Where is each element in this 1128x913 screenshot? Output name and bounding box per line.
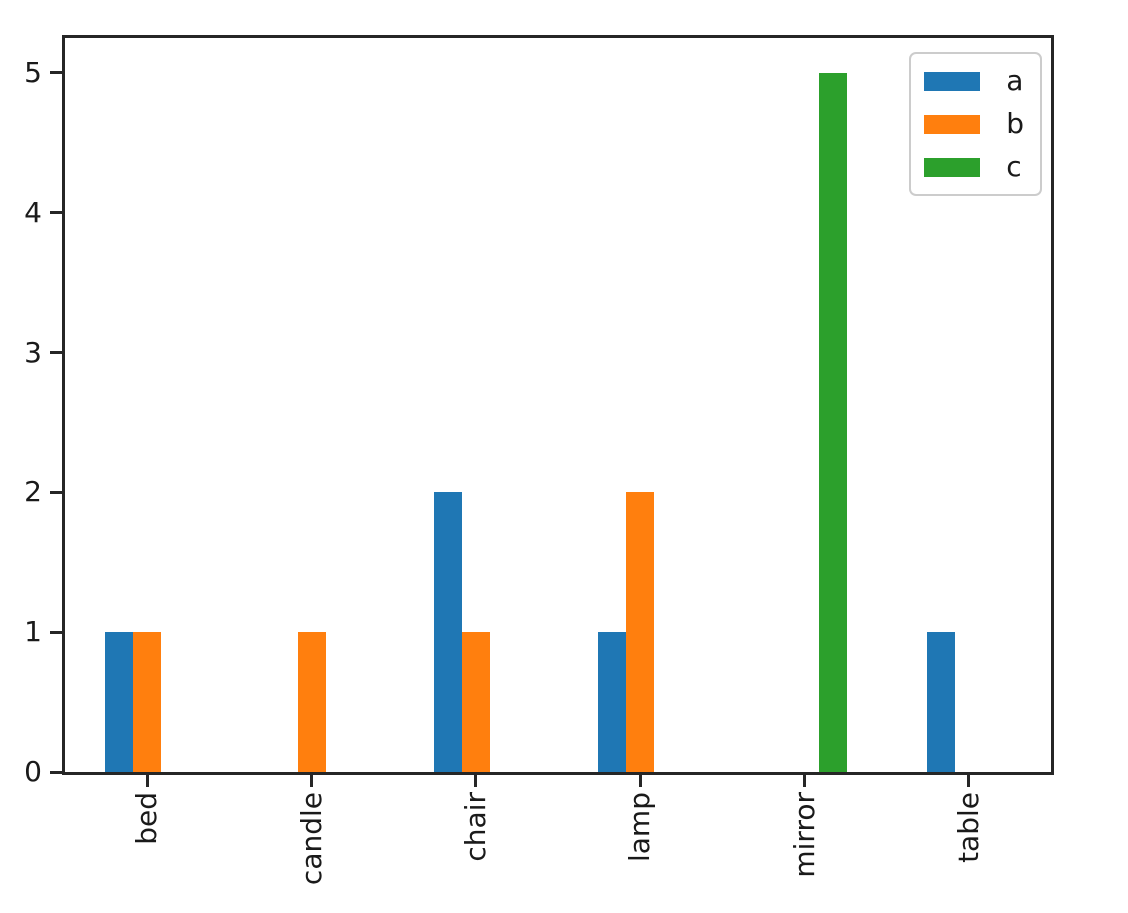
legend-swatch-icon: [924, 114, 981, 134]
legend-label: a: [1006, 64, 1024, 97]
x-tick-label-mirror: mirror: [787, 792, 821, 878]
x-tick-label-lamp: lamp: [623, 792, 657, 862]
legend-item-c: c: [924, 152, 1024, 182]
bar-a-table: [926, 632, 955, 772]
x-tick-label-chair: chair: [458, 792, 492, 862]
x-tick-mark: [474, 775, 478, 787]
bar-b-bed: [133, 632, 162, 772]
legend-item-b: b: [924, 109, 1024, 139]
bar-a-bed: [105, 632, 134, 772]
y-tick-label: 3: [24, 335, 42, 369]
x-tick-label-table: table: [951, 792, 985, 863]
y-tick-label: 0: [24, 755, 42, 788]
y-tick-mark: [50, 630, 62, 634]
y-tick-mark: [50, 490, 62, 494]
bar-b-chair: [461, 632, 490, 772]
y-tick-label: 4: [24, 195, 42, 229]
legend-swatch-icon: [924, 71, 981, 91]
x-tick-mark: [310, 775, 313, 787]
bar-b-lamp: [626, 492, 655, 772]
x-tick-mark: [638, 775, 642, 787]
x-tick-mark: [145, 775, 149, 787]
y-tick-label: 1: [24, 615, 42, 649]
legend-label: b: [1006, 107, 1024, 140]
x-tick-mark: [967, 775, 971, 787]
y-tick-label: 5: [24, 55, 42, 89]
bar-a-lamp: [598, 632, 627, 772]
bar-a-chair: [433, 492, 462, 772]
x-tick-mark: [803, 775, 806, 787]
legend-item-a: a: [924, 66, 1024, 96]
y-tick-mark: [50, 211, 62, 215]
legend-label: c: [1006, 150, 1022, 183]
y-tick-mark: [50, 351, 62, 355]
y-tick-mark: [50, 770, 62, 774]
legend-swatch-icon: [924, 157, 981, 177]
y-tick-mark: [50, 71, 62, 75]
bar-c-mirror: [818, 72, 847, 772]
x-tick-label-bed: bed: [130, 792, 164, 845]
x-tick-label-candle: candle: [294, 792, 328, 886]
y-tick-label: 2: [24, 475, 42, 509]
bar-b-candle: [297, 632, 326, 772]
